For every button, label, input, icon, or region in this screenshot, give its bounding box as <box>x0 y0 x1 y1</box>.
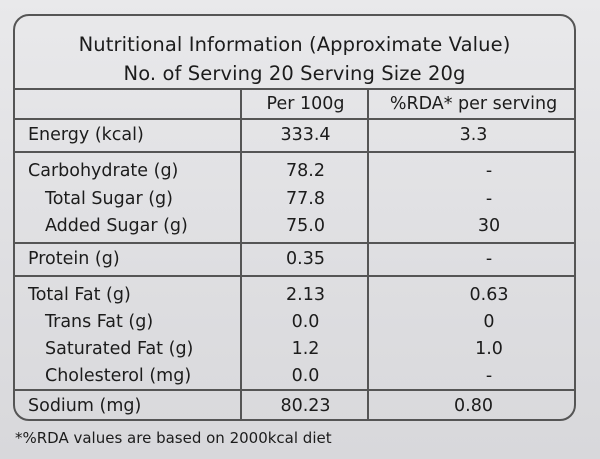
table-title: Nutritional Information (Approximate Val… <box>15 30 574 88</box>
divider-carbohydrate <box>15 242 574 244</box>
title-line-2: No. of Serving 20 Serving Size 20g <box>123 62 466 85</box>
row-label: Sodium (mg) <box>28 396 142 416</box>
row-per100: 0.0 <box>291 312 320 332</box>
divider-energy <box>15 151 574 153</box>
footnote: *%RDA values are based on 2000kcal diet <box>15 429 332 447</box>
row-rda: 30 <box>477 216 501 236</box>
row-per100: 0.0 <box>291 366 320 386</box>
row-label: Trans Fat (g) <box>45 312 154 332</box>
row-rda: 1.0 <box>475 339 503 359</box>
row-per100: 80.23 <box>280 396 331 416</box>
row-rda: 3.3 <box>459 125 488 145</box>
row-label: Cholesterol (mg) <box>45 366 192 386</box>
row-rda: - <box>485 189 493 209</box>
row-rda: - <box>485 249 493 269</box>
row-rda: 0.80 <box>454 396 493 416</box>
header-rda: %RDA* per serving <box>389 94 558 114</box>
column-divider-2 <box>367 88 369 419</box>
divider-header-bottom <box>15 118 574 120</box>
row-per100: 1.2 <box>291 339 320 359</box>
row-per100: 77.8 <box>286 189 325 209</box>
row-rda: - <box>485 161 493 181</box>
row-label: Saturated Fat (g) <box>45 339 194 359</box>
row-label: Protein (g) <box>28 249 120 269</box>
row-per100: 333.4 <box>280 125 331 145</box>
column-divider-1 <box>240 88 242 419</box>
row-per100: 75.0 <box>286 216 325 236</box>
row-label: Added Sugar (g) <box>45 216 188 236</box>
row-label: Carbohydrate (g) <box>28 161 179 181</box>
row-rda: 0 <box>483 312 495 332</box>
row-rda: 0.63 <box>469 285 509 305</box>
row-per100: 78.2 <box>286 161 325 181</box>
divider-fat <box>15 389 574 391</box>
row-label: Total Fat (g) <box>28 285 131 305</box>
nutrition-table: Nutritional Information (Approximate Val… <box>13 14 576 421</box>
row-per100: 2.13 <box>286 285 325 305</box>
row-label: Energy (kcal) <box>28 125 144 145</box>
row-label: Total Sugar (g) <box>45 189 173 209</box>
divider-header-top <box>15 88 574 90</box>
row-rda: - <box>485 366 493 386</box>
row-per100: 0.35 <box>286 249 325 269</box>
divider-protein <box>15 275 574 277</box>
header-per-100g: Per 100g <box>266 94 345 114</box>
title-line-1: Nutritional Information (Approximate Val… <box>78 33 511 56</box>
